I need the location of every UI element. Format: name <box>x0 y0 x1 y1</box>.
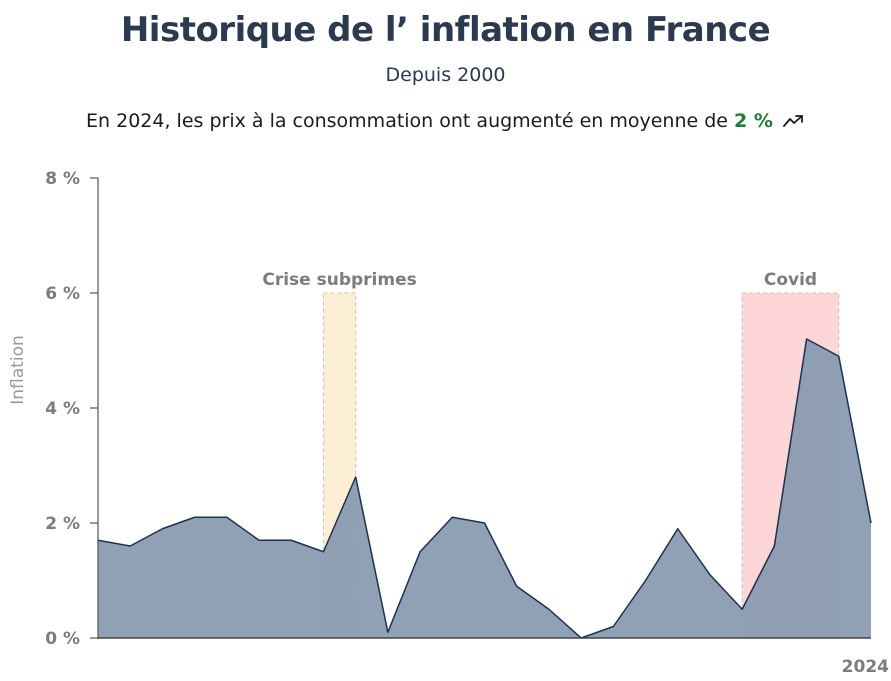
y-tick-label: 4 % <box>45 399 80 419</box>
inflation-area <box>98 339 871 638</box>
chart-title: Historique de l’ inflation en France <box>120 10 771 50</box>
summary-value: 2 % <box>734 110 773 132</box>
y-tick-label: 8 % <box>45 169 80 189</box>
inflation-line <box>97 338 872 639</box>
summary-sentence: En 2024, les prix à la consommation ont … <box>0 110 891 133</box>
y-tick-label: 2 % <box>45 514 80 534</box>
y-tick-label: 6 % <box>45 284 80 304</box>
y-tick-label: 0 % <box>45 629 80 649</box>
summary-text: En 2024, les prix à la consommation ont … <box>86 110 735 132</box>
x-tick-label: 2024 <box>842 657 889 677</box>
trending-up-icon <box>783 111 805 133</box>
period-label: Crise subprimes <box>262 270 416 290</box>
y-axis-label: Inflation <box>8 335 28 404</box>
period-label: Covid <box>764 270 817 290</box>
chart-subtitle: Depuis 2000 <box>385 64 506 86</box>
